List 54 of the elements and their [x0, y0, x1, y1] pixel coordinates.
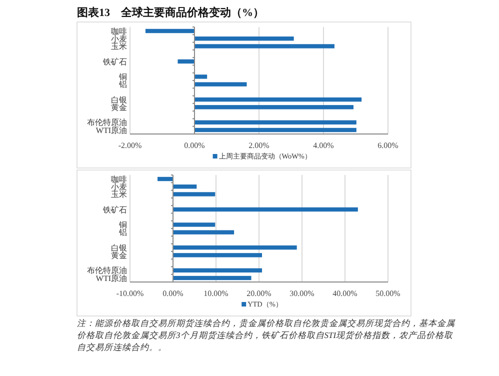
x-tick-label: 10.00%	[204, 289, 229, 298]
y-tick-label: 铁矿石	[102, 205, 127, 214]
bar	[173, 207, 358, 212]
bar	[173, 184, 197, 189]
x-tick-label: 40.00%	[332, 289, 358, 298]
x-tick-label: 2.00%	[248, 141, 270, 150]
x-tick-label: 50.00%	[376, 289, 401, 298]
bar	[173, 222, 216, 227]
y-tick-label: 铜	[118, 220, 127, 230]
y-tick-label: 布伦特原油	[87, 118, 127, 128]
y-tick-label: 铝	[118, 228, 127, 238]
y-tick-label: 小麦	[111, 34, 127, 44]
y-tick-label: 玉米	[111, 190, 127, 200]
y-tick-label: 白银	[111, 95, 127, 104]
bar	[158, 176, 173, 182]
bar	[194, 120, 356, 124]
bar	[145, 28, 194, 34]
y-tick-label: 铜	[118, 72, 127, 82]
y-tick-label: 玉米	[111, 42, 127, 52]
y-tick-label: 咖啡	[111, 174, 127, 184]
x-tick-label: 0.00%	[184, 141, 206, 150]
x-tick-label: -10.00%	[116, 289, 144, 298]
bar	[173, 230, 234, 234]
y-tick-label: 铁矿石	[102, 57, 127, 66]
y-tick-label: WTI原油	[96, 126, 127, 135]
x-tick-label: 20.00%	[246, 289, 272, 298]
y-tick-label: 咖啡	[111, 26, 127, 36]
x-tick-label: 0.00%	[162, 289, 184, 298]
chart-title: 图表13 全球主要商品价格变动（%）	[77, 6, 264, 19]
y-tick-label: 布伦特原油	[87, 266, 127, 276]
y-tick-label: 小麦	[111, 182, 127, 192]
y-tick-label: 铝	[118, 80, 127, 90]
bar	[173, 192, 216, 196]
bar	[173, 245, 297, 250]
x-tick-label: 4.00%	[313, 141, 334, 150]
bar	[194, 82, 247, 86]
bar	[194, 36, 294, 41]
y-tick-label: WTI原油	[96, 274, 127, 283]
x-tick-label: 30.00%	[290, 289, 315, 298]
y-tick-label: 黄金	[111, 102, 127, 112]
y-tick-label: 黄金	[111, 250, 127, 260]
bar	[173, 268, 262, 272]
bar	[194, 44, 334, 48]
bar	[194, 105, 354, 110]
bar	[194, 128, 356, 132]
y-tick-label: 白银	[111, 243, 127, 252]
bar	[194, 97, 362, 102]
text: 注：能源价格取自交易所期货连续合约，贵金属价格取自伦敦贵金属交易所现货合约，基本金属价格取自伦敦金属交易所3个月期货连续合约，铁矿石价格取自STI现货价格指数，农产品价格取自交易所连续合约。。	[77, 318, 456, 352]
bar	[194, 74, 208, 79]
x-tick-label: 6.00%	[378, 141, 399, 150]
bar	[173, 276, 252, 280]
bar	[178, 59, 194, 64]
bar	[173, 253, 262, 258]
x-tick-label: -2.00%	[118, 141, 142, 150]
